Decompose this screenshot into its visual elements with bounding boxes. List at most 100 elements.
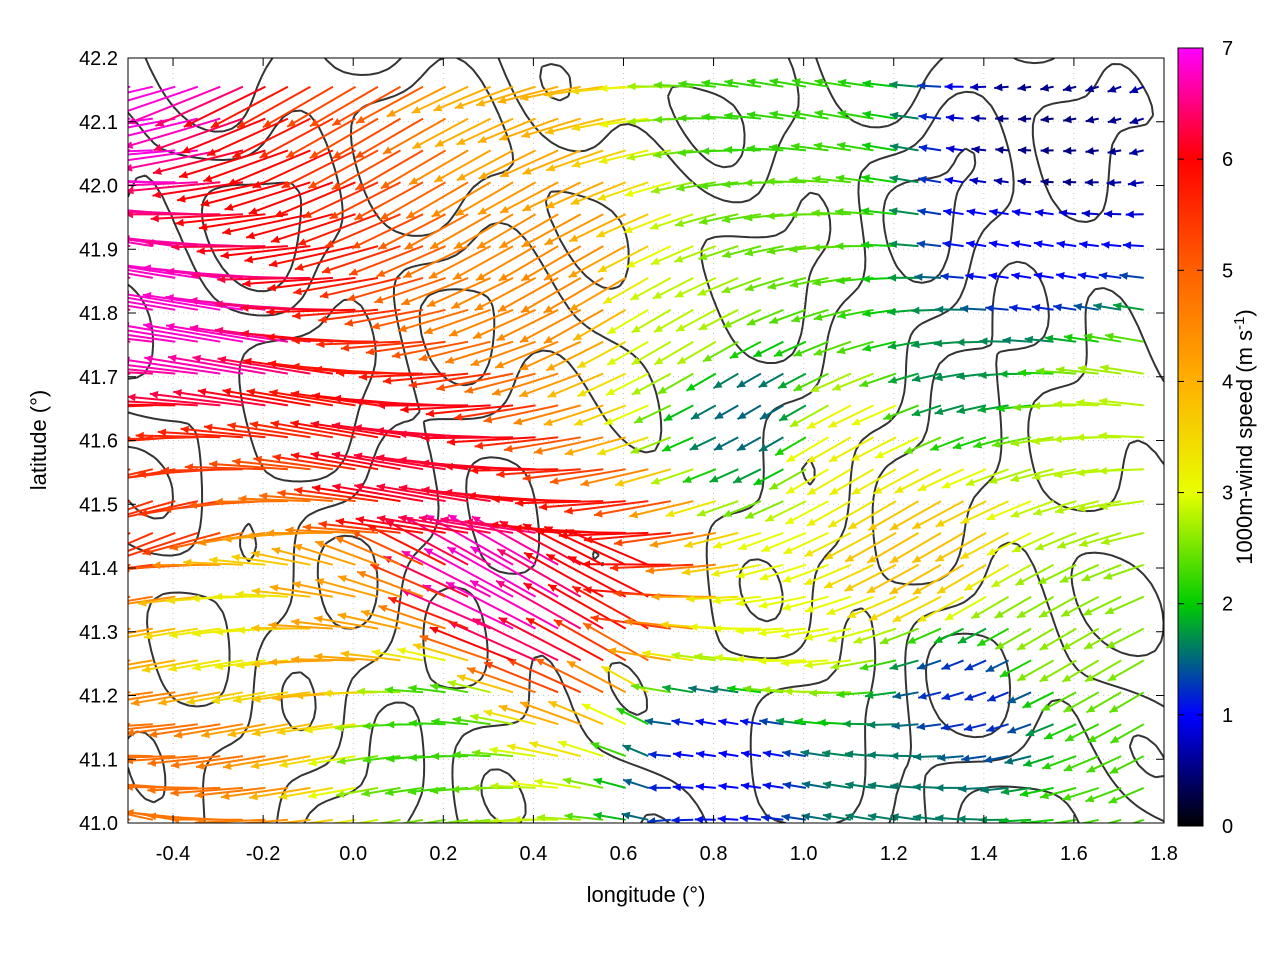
- wind-vector-head: [1108, 826, 1117, 834]
- wind-vector-head: [793, 383, 803, 391]
- wind-vector-head: [374, 296, 384, 304]
- wind-vector-head: [456, 173, 466, 181]
- wind-vector-head: [88, 666, 97, 674]
- wind-vector-head: [813, 142, 823, 150]
- wind-vector-head: [653, 81, 662, 89]
- wind-vector-head: [259, 492, 268, 500]
- colorbar-title-main: 1000m-wind speed (m s: [1232, 330, 1257, 565]
- wind-vector-shaft: [128, 117, 199, 137]
- wind-vector-shaft: [476, 213, 537, 250]
- wind-vector-head: [623, 778, 633, 786]
- wind-vector-head: [499, 240, 509, 248]
- wind-vector-shaft: [785, 468, 829, 495]
- wind-vector-head: [128, 809, 134, 817]
- wind-vector-head: [845, 812, 855, 821]
- wind-vector-head: [853, 636, 863, 644]
- wind-vector-head: [1076, 468, 1085, 477]
- wind-vector-head: [406, 210, 416, 219]
- wind-vector-head: [269, 259, 278, 268]
- wind-vector-head: [196, 247, 205, 255]
- wind-vector-head: [676, 324, 686, 332]
- wind-vector-head: [535, 658, 545, 666]
- wind-vector-head: [165, 294, 174, 302]
- wind-vector-head: [1053, 303, 1062, 312]
- wind-vector-head: [221, 792, 230, 801]
- wind-vector-head: [64, 404, 72, 412]
- wind-vector-head: [862, 79, 871, 88]
- wind-vector-head: [1000, 787, 1010, 796]
- wind-vector-head: [650, 257, 660, 265]
- wind-vector-head: [312, 484, 321, 493]
- wind-vector-head: [782, 603, 791, 611]
- wind-vector-head: [169, 543, 179, 551]
- wind-vector-shaft: [597, 245, 649, 273]
- wind-vector-shaft: [421, 436, 514, 440]
- wind-vector-shaft: [564, 436, 626, 456]
- wind-vector-shaft: [227, 149, 311, 186]
- wind-vector-head: [890, 813, 899, 821]
- wind-vector-head: [142, 548, 152, 556]
- wind-vector-head: [1081, 574, 1091, 582]
- y-tick-label: 41.3: [79, 622, 118, 644]
- wind-vector-shaft: [128, 755, 198, 762]
- wind-vector-head: [737, 443, 746, 451]
- wind-vector-head: [917, 207, 926, 216]
- wind-vector-head: [128, 783, 133, 791]
- wind-vector-head: [662, 444, 672, 452]
- wind-vector-head: [601, 666, 611, 674]
- wind-vector-shaft: [934, 532, 987, 563]
- wind-vector-head: [332, 118, 342, 126]
- wind-vector-shaft: [128, 149, 153, 153]
- wind-vector-head: [987, 694, 997, 702]
- wind-vector-head: [1033, 272, 1043, 280]
- wind-vector-head: [407, 787, 417, 796]
- wind-vector-shaft: [157, 430, 243, 439]
- wind-vector-shaft: [128, 304, 153, 311]
- wind-vector-head: [168, 664, 177, 672]
- wind-vector-head: [916, 722, 926, 731]
- wind-vector-shaft: [128, 359, 221, 375]
- wind-vector-head: [117, 514, 126, 522]
- wind-vector-head: [522, 167, 532, 175]
- wind-vector-shaft: [240, 306, 333, 311]
- wind-vector-head: [662, 684, 671, 693]
- wind-vector-shaft: [128, 85, 221, 125]
- wind-vector-shaft: [483, 661, 559, 694]
- wind-vector-head: [388, 596, 398, 605]
- wind-vector-head: [836, 346, 846, 355]
- wind-vector-head: [889, 174, 899, 183]
- wind-vector-shaft: [178, 149, 266, 178]
- wind-vector-head: [671, 651, 680, 660]
- wind-vector-head: [604, 417, 614, 425]
- colorbar-tick-label: 1: [1222, 705, 1233, 727]
- wind-vector-head: [449, 329, 459, 337]
- wind-vector-shaft: [894, 468, 942, 494]
- wind-vector-shaft: [293, 544, 356, 566]
- wind-vector-head: [166, 322, 175, 331]
- wind-vector-head: [128, 756, 134, 765]
- wind-vector-head: [106, 397, 114, 405]
- wind-vector-shaft: [434, 117, 492, 148]
- wind-vector-shaft: [564, 500, 649, 513]
- wind-vector-head: [192, 629, 201, 638]
- wind-vector-shaft: [866, 563, 919, 594]
- wind-vector-head: [648, 783, 657, 792]
- wind-vector-head: [195, 762, 205, 770]
- wind-vector-head: [137, 470, 147, 479]
- wind-vector-head: [375, 427, 384, 435]
- wind-vector-head: [403, 270, 413, 278]
- wind-vector-head: [862, 309, 871, 318]
- wind-vector-head: [473, 331, 482, 339]
- wind-vector-head: [614, 538, 623, 547]
- wind-vector-head: [526, 618, 536, 626]
- wind-vector-shaft: [324, 213, 401, 248]
- wind-vector-head: [651, 592, 660, 601]
- colorbar-tick-label: 4: [1222, 371, 1233, 393]
- wind-vector-head: [497, 549, 507, 557]
- wind-vector-head: [722, 180, 731, 189]
- wind-vector-head: [1119, 272, 1128, 280]
- wind-vector-head: [56, 365, 64, 373]
- wind-vector-head: [354, 482, 363, 491]
- wind-vector-head: [674, 255, 684, 263]
- wind-vector-shaft: [408, 372, 491, 387]
